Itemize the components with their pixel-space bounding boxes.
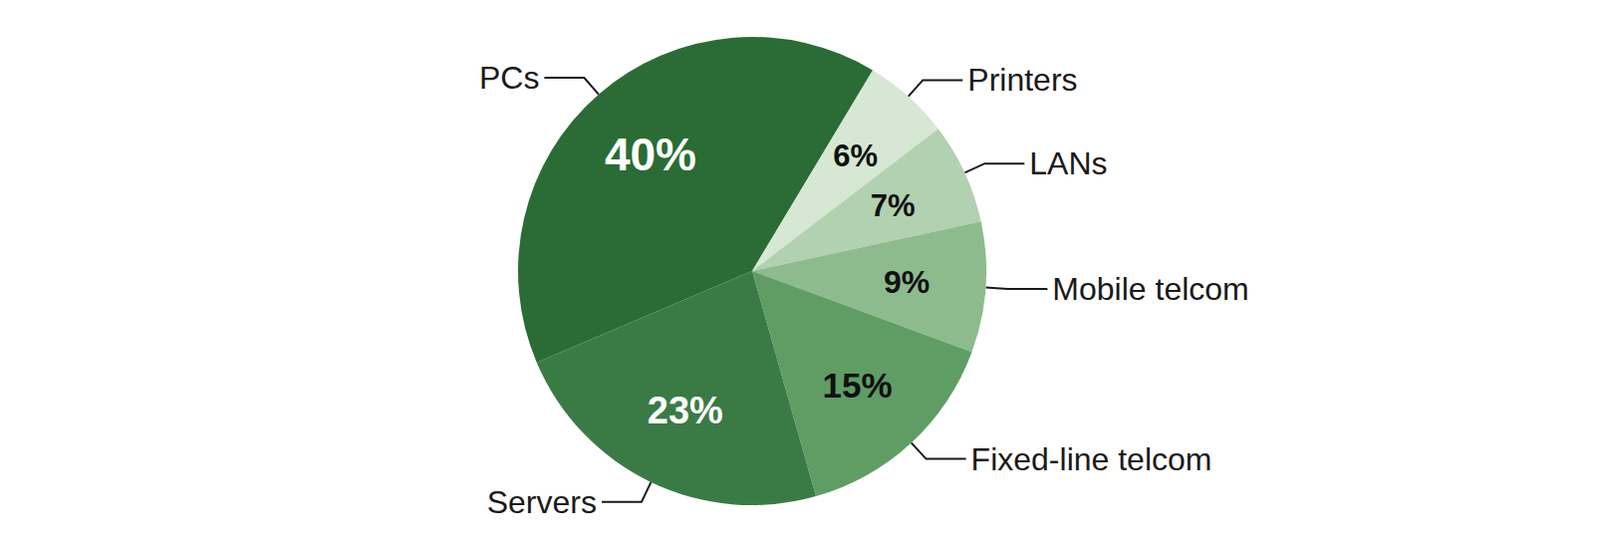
svg-text:6%: 6% — [832, 138, 878, 174]
svg-text:Servers: Servers — [487, 484, 597, 521]
svg-text:Printers: Printers — [967, 61, 1077, 98]
svg-text:LANs: LANs — [1029, 145, 1107, 182]
svg-text:7%: 7% — [870, 188, 916, 224]
svg-text:9%: 9% — [883, 264, 930, 300]
svg-text:40%: 40% — [604, 128, 697, 181]
svg-text:23%: 23% — [647, 389, 724, 432]
svg-text:PCs: PCs — [479, 59, 539, 96]
svg-text:Fixed-line telcom: Fixed-line telcom — [971, 441, 1213, 478]
svg-text:15%: 15% — [822, 365, 893, 405]
svg-text:Mobile telcom: Mobile telcom — [1052, 270, 1249, 307]
